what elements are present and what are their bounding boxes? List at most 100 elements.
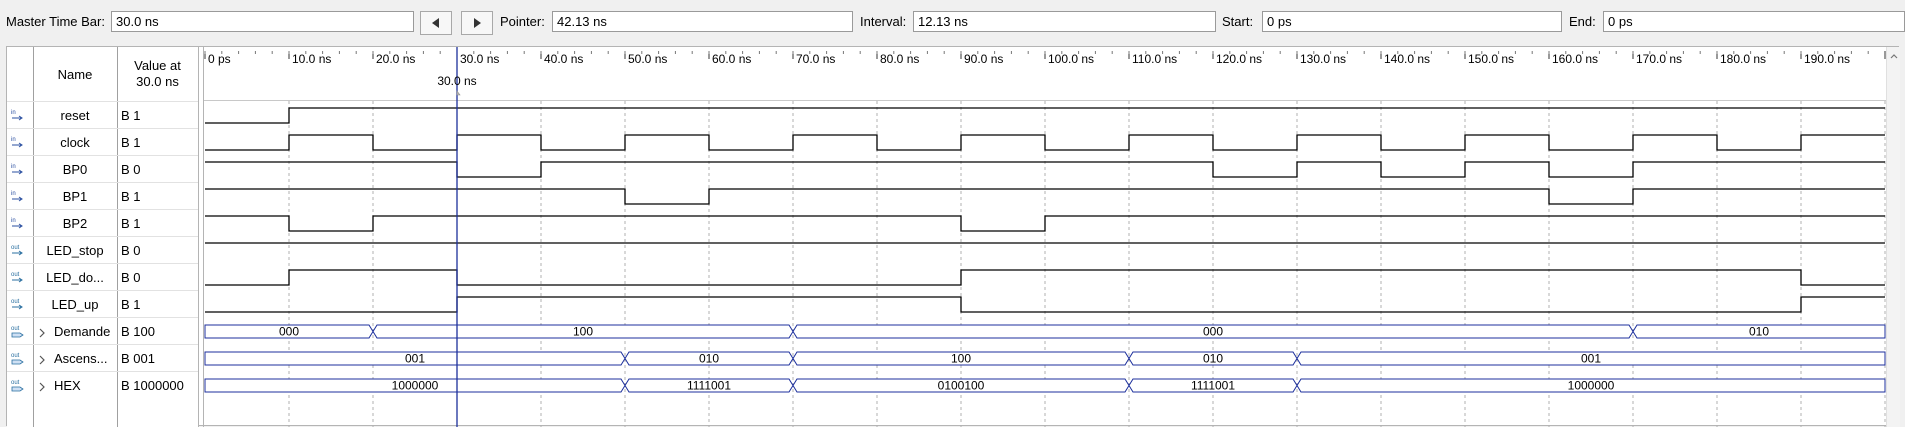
bus-value-label: 001 [405, 352, 425, 366]
input-pin-icon: in [11, 135, 25, 149]
bus-value-label: 100 [573, 325, 593, 339]
signal-name: reset [60, 108, 90, 123]
input-pin-icon: in [11, 216, 25, 230]
bus-value-label: 1000000 [392, 379, 439, 393]
pointer-label: Pointer: [500, 14, 545, 29]
tick-label: 20.0 ns [376, 52, 415, 66]
bus-segment [1296, 378, 1886, 393]
tick-label: 110.0 ns [1132, 52, 1177, 66]
tick-label: 150.0 ns [1468, 52, 1514, 66]
svg-text:in: in [11, 218, 16, 224]
signal-row-clock[interactable]: in clock B 1 [7, 128, 198, 155]
bus-value-label: 1000000 [1568, 379, 1615, 393]
signal-row-ascens[interactable]: out Ascens... B 001 [7, 344, 198, 371]
cursor-time-label: 30.0 ns [437, 74, 476, 88]
bus-value-label: 0100100 [938, 379, 985, 393]
panel-splitter[interactable] [198, 47, 199, 427]
tick-label: 60.0 ns [712, 52, 751, 66]
output-bus-icon: out [11, 324, 25, 338]
bus-segment [792, 324, 1634, 339]
svg-text:out: out [11, 272, 20, 278]
output-bus-icon: out [11, 351, 25, 365]
bus-segment [372, 324, 794, 339]
signal-value: B 1 [121, 108, 141, 123]
tick-label: 100.0 ns [1048, 52, 1094, 66]
signal-value: B 0 [121, 270, 141, 285]
bus-value-label: 1111001 [1191, 379, 1235, 393]
signal-value: B 1 [121, 135, 141, 150]
previous-transition-button[interactable] [420, 11, 452, 35]
bus-segment [1296, 351, 1886, 366]
bus-value-label: 000 [279, 325, 299, 339]
chevron-right-icon[interactable] [39, 380, 46, 392]
bus-segment [1632, 324, 1886, 339]
master-time-bar-input[interactable] [111, 11, 414, 32]
pointer-input[interactable] [552, 11, 853, 32]
bus-segment [204, 351, 626, 366]
signal-row-leddo[interactable]: out LED_do... B 0 [7, 263, 198, 290]
signal-row-demande[interactable]: out Demande B 100 [7, 317, 198, 344]
signal-list: Name Value at 30.0 ns in reset B 1 in clock B … [7, 47, 198, 427]
bus-value-label: 001 [1581, 352, 1601, 366]
input-pin-icon: in [11, 162, 25, 176]
chevron-right-icon[interactable] [39, 326, 46, 338]
value-column-header[interactable]: Value at 30.0 ns [117, 47, 198, 101]
signal-row-reset[interactable]: in reset B 1 [7, 101, 198, 128]
bus-value-label: 010 [1203, 352, 1223, 366]
name-column-header[interactable]: Name [57, 66, 93, 82]
waveform-panel: Name Value at 30.0 ns in reset B 1 in clock B … [6, 46, 1900, 427]
bus-segment [1128, 351, 1298, 366]
signal-name: BP1 [62, 189, 88, 204]
signal-name: LED_do... [46, 270, 104, 285]
chevron-up-icon[interactable] [1890, 53, 1898, 59]
waveform-canvas[interactable]: 0 ps 10.0 ns 20.0 ns 30.0 ns 40.0 ns 50.0 ns 6… [204, 47, 1886, 427]
value-header-line1: Value at [134, 58, 181, 73]
svg-text:out: out [11, 326, 20, 332]
signal-value: B 100 [121, 324, 155, 339]
triangle-right-icon [474, 18, 481, 28]
chevron-right-icon[interactable] [39, 353, 46, 365]
svg-text:in: in [11, 137, 16, 143]
vertical-scrollbar[interactable] [1886, 47, 1900, 427]
waveform-bp0 [205, 161, 1885, 178]
signal-name: Demande [54, 324, 111, 339]
end-label: End: [1569, 14, 1596, 29]
next-transition-button[interactable] [461, 11, 493, 35]
signal-value: B 1000000 [121, 378, 184, 393]
bus-segment [204, 378, 626, 393]
interval-input[interactable] [913, 11, 1216, 32]
svg-text:in: in [11, 191, 16, 197]
signal-row-bp1[interactable]: in BP1 B 1 [7, 182, 198, 209]
waveform-bp1 [205, 188, 1885, 205]
waveform-reset [205, 107, 1885, 124]
cursor-handle-icon [456, 90, 461, 96]
column-divider [117, 47, 118, 427]
end-input[interactable] [1603, 11, 1905, 32]
signal-row-ledstop[interactable]: out LED_stop B 0 [7, 236, 198, 263]
tick-label: 160.0 ns [1552, 52, 1598, 66]
master-time-bar-label: Master Time Bar: [6, 14, 105, 29]
signal-name: Ascens... [54, 351, 108, 366]
bus-value-label: 010 [1749, 325, 1769, 339]
signal-name: HEX [54, 378, 81, 393]
input-pin-icon: in [11, 189, 25, 203]
time-scale[interactable] [204, 47, 1900, 101]
tick-label: 170.0 ns [1636, 52, 1682, 66]
signal-name: BP0 [62, 162, 88, 177]
value-header-line2: 30.0 ns [136, 74, 179, 89]
tick-label: 140.0 ns [1384, 52, 1430, 66]
waveform-area[interactable]: 0 ps 10.0 ns 20.0 ns 30.0 ns 40.0 ns 50.0 ns 6… [204, 47, 1900, 427]
signal-value: B 001 [121, 351, 155, 366]
bus-segment [204, 324, 374, 339]
signal-name: clock [60, 135, 90, 150]
tick-label: 10.0 ns [292, 52, 331, 66]
signal-row-bp0[interactable]: in BP0 B 0 [7, 155, 198, 182]
signal-row-ledup[interactable]: out LED_up B 1 [7, 290, 198, 317]
signal-name: BP2 [62, 216, 88, 231]
signal-row-bp2[interactable]: in BP2 B 1 [7, 209, 198, 236]
svg-text:in: in [11, 110, 16, 116]
output-pin-icon: out [11, 270, 25, 284]
start-input[interactable] [1262, 11, 1562, 32]
signal-row-hex[interactable]: out HEX B 1000000 [7, 371, 198, 398]
tick-label: 0 ps [208, 52, 231, 66]
